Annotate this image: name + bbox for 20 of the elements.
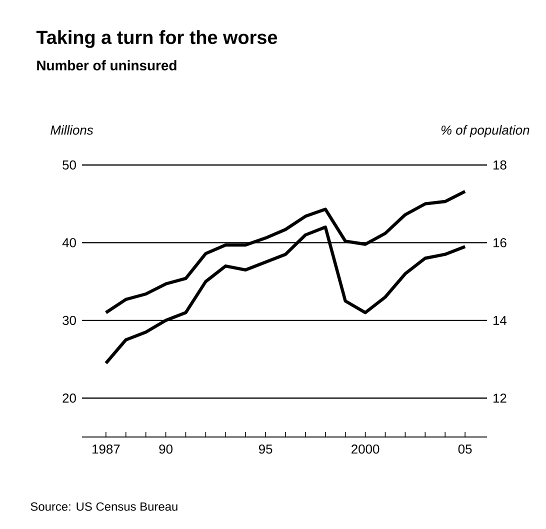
x-tick-label: 05 — [458, 444, 472, 454]
x-tick-label: 1987 — [92, 444, 120, 454]
y2-axis-title: % of population — [441, 125, 530, 138]
y-tick-label: 20 — [62, 394, 76, 403]
line-series — [104, 226, 467, 365]
x-tick-label: 90 — [159, 444, 172, 454]
y2-tick-label: 16 — [494, 238, 506, 248]
y-tick-label: 30 — [62, 316, 76, 325]
y2-tick-label: 14 — [494, 316, 507, 325]
y-tick-label: 50 — [62, 160, 76, 170]
chart-subtitle: Number of uninsured — [37, 60, 176, 70]
source-note: Source: US Census Bureau — [30, 502, 178, 511]
x-tick-label: 95 — [258, 444, 272, 454]
y2-tick-label: 12 — [494, 394, 506, 403]
y2-tick-label: 18 — [494, 160, 506, 170]
chart-title: Taking a turn for the worse — [36, 30, 278, 48]
line-series — [104, 190, 467, 314]
y-axis-title: Millions — [50, 125, 94, 135]
x-tick-label: 2000 — [352, 444, 380, 454]
y-tick-label: 40 — [62, 238, 76, 248]
